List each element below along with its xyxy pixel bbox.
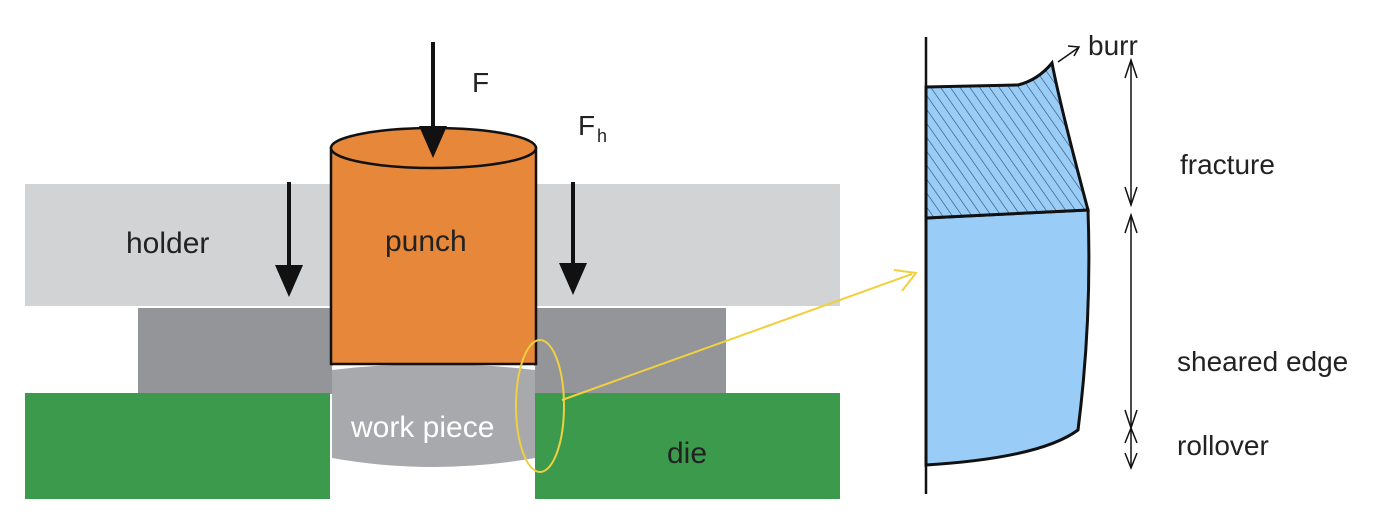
work-piece-label: work piece — [350, 411, 494, 444]
burr-label: burr — [1088, 30, 1138, 61]
holder-force-subscript: h — [597, 126, 607, 146]
rollover-label: rollover — [1177, 430, 1269, 461]
holder-force-arrow-right — [559, 182, 587, 295]
sheared-edge-dimension — [1124, 212, 1138, 431]
zoom-connector-arrow — [561, 269, 918, 401]
holder-force-arrow-left — [275, 182, 303, 297]
die-right — [535, 393, 840, 499]
punching-tool-assembly: F F h holder punch work piece die — [25, 42, 840, 499]
stripper-plate-right — [534, 308, 726, 394]
rollover-dimension — [1124, 425, 1138, 471]
fracture-zone — [924, 59, 1090, 220]
punch-force-label: F — [472, 67, 489, 98]
holder-force-symbol: F — [578, 110, 595, 141]
fracture-dimension — [1124, 57, 1138, 208]
holder-label: holder — [126, 227, 209, 260]
holder-force-label: F h — [578, 110, 607, 146]
punch-force-arrow — [419, 42, 447, 158]
die-label: die — [667, 437, 707, 470]
burr-pointer — [1057, 45, 1081, 63]
cut-edge-highlight — [515, 339, 565, 473]
cut-edge-profile: burr fracture sheared edge rollover — [924, 30, 1348, 494]
punch-label: punch — [385, 225, 467, 258]
die-left — [25, 393, 330, 499]
work-piece — [332, 362, 535, 467]
stripper-plate-left — [138, 308, 333, 394]
sheared-edge-zone — [924, 208, 1091, 467]
sheared-edge-label: sheared edge — [1177, 346, 1348, 377]
fracture-label: fracture — [1180, 149, 1275, 180]
